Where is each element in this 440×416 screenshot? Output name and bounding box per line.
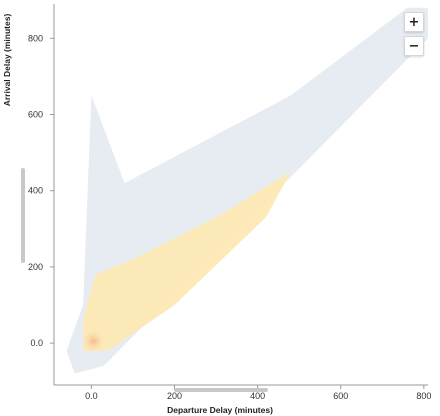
y-tick-label: 800 [28, 33, 43, 43]
x-tick-label: 800 [416, 391, 431, 401]
y-tick-label: 600 [28, 109, 43, 119]
y-tick-label: 400 [28, 186, 43, 196]
x-axis-title: Departure Delay (minutes) [167, 405, 273, 415]
y-tick-label: 200 [28, 262, 43, 272]
density-region-dense [83, 171, 291, 351]
y-axis-title: Arrival Delay (minutes) [2, 14, 12, 107]
x-tick-label: 400 [250, 391, 265, 401]
x-tick-label: 600 [333, 391, 348, 401]
y-tick-label: 0.0 [30, 338, 43, 348]
x-tick-label: 0.0 [85, 391, 98, 401]
y-range-handle[interactable] [21, 168, 25, 263]
zoom-out-button[interactable]: − [404, 36, 424, 56]
x-range-handle[interactable] [174, 388, 268, 392]
x-tick-label: 200 [167, 391, 182, 401]
density-peak [81, 329, 106, 354]
zoom-in-button[interactable]: + [404, 12, 424, 32]
